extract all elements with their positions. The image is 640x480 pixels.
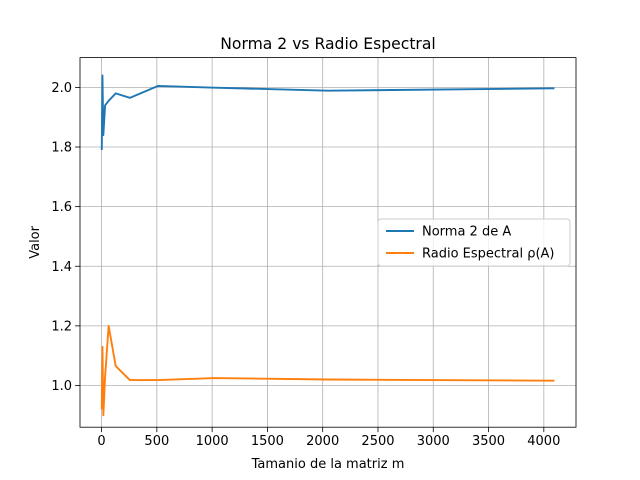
y-tick-label: 2.0 [51,81,72,96]
legend-label: Norma 2 de A [422,225,511,240]
grid [80,57,576,428]
x-tick-label: 3000 [417,434,450,449]
y-tick-label: 1.6 [51,200,72,215]
series-lines [100,74,555,417]
legend-box [377,218,571,267]
x-tick-label: 1000 [196,434,229,449]
x-tick-label: 1500 [251,434,284,449]
legend: Norma 2 de A Radio Espectral ρ(A) [377,218,571,267]
chart-title: Norma 2 vs Radio Espectral [220,35,435,53]
x-tick-label: 500 [144,434,169,449]
y-axis-label: Valor [28,225,43,258]
x-axis-label: Tamanio de la matriz m [251,457,405,472]
axis-ticks: 0 500 1000 1500 2000 2500 3000 3500 4000 1.0 1.2 1.… [51,81,560,449]
x-tick-label: 3500 [472,434,505,449]
x-tick-label: 0 [97,434,105,449]
x-tick-label: 2000 [306,434,339,449]
legend-label: Radio Espectral ρ(A) [422,247,555,262]
x-tick-label: 2500 [361,434,394,449]
plot-frame [79,57,577,428]
y-tick-label: 1.0 [51,379,72,394]
y-tick-label: 1.8 [51,141,72,156]
y-tick-label: 1.2 [51,319,72,334]
y-tick-label: 1.4 [51,260,72,275]
series-line-2 [100,324,555,417]
x-tick-label: 4000 [527,434,560,449]
series-line-1 [100,74,555,151]
